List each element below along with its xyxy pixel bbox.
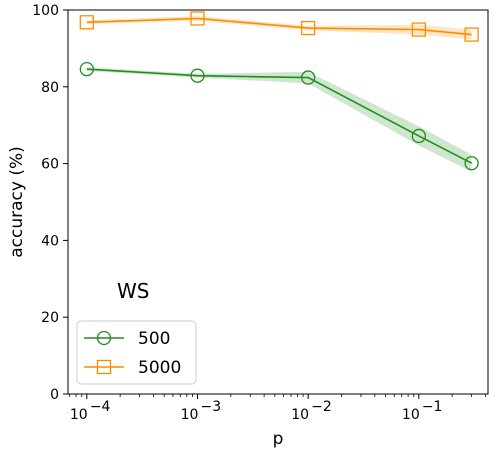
point-5000-0 [79,15,94,30]
series-lines [86,17,473,164]
point-5000-2 [301,20,316,36]
point-5000-1 [190,11,205,26]
line-series-500 [86,68,473,164]
confidence-bands [86,16,472,172]
y-tick-label-4: 80 [41,80,59,96]
y-tick-label-2: 40 [41,233,59,249]
legend-marker-500 [96,330,112,346]
point-500-2 [301,70,316,85]
x-axis: 10 −4 10 −3 10 −2 10 −1 [69,394,486,423]
point-500-1 [190,68,205,83]
legend-label-5000: 5000 [138,358,181,378]
legend-box [76,320,197,385]
x-tick-label-1: 10 [181,407,199,423]
x-axis-label: p [273,429,284,449]
y-tick-label-3: 60 [41,157,59,173]
x-tick-label-2: 10 [291,407,309,423]
x-tick-exponent-3: −1 [422,399,443,415]
x-tick-exponent-2: −2 [311,399,332,415]
point-5000-3 [411,22,426,37]
band-series-5000 [86,16,472,40]
line-series-5000 [86,17,472,36]
series-markers [79,11,479,171]
legend: 500 5000 [76,320,197,385]
y-axis-label: accuracy (%) [7,146,27,258]
y-tick-label-1: 20 [41,310,59,326]
point-500-4 [464,156,479,171]
point-5000-4 [464,27,479,42]
legend-marker-5000 [96,359,112,375]
x-tick-label-0: 10 [70,407,88,423]
x-tick-exponent-1: −3 [200,399,221,415]
point-500-3 [411,128,426,144]
y-tick-label-0: 0 [50,387,59,403]
plot-frame [67,9,489,395]
x-tick-label-3: 10 [402,407,420,423]
legend-label-500: 500 [138,329,170,349]
chart-annotation: WS [117,279,149,303]
point-500-0 [79,61,94,77]
x-tick-exponent-0: −4 [90,399,111,415]
band-series-500 [86,67,472,172]
y-axis: 0 20 40 60 80 100 [32,3,68,403]
y-tick-label-5: 100 [32,3,59,19]
